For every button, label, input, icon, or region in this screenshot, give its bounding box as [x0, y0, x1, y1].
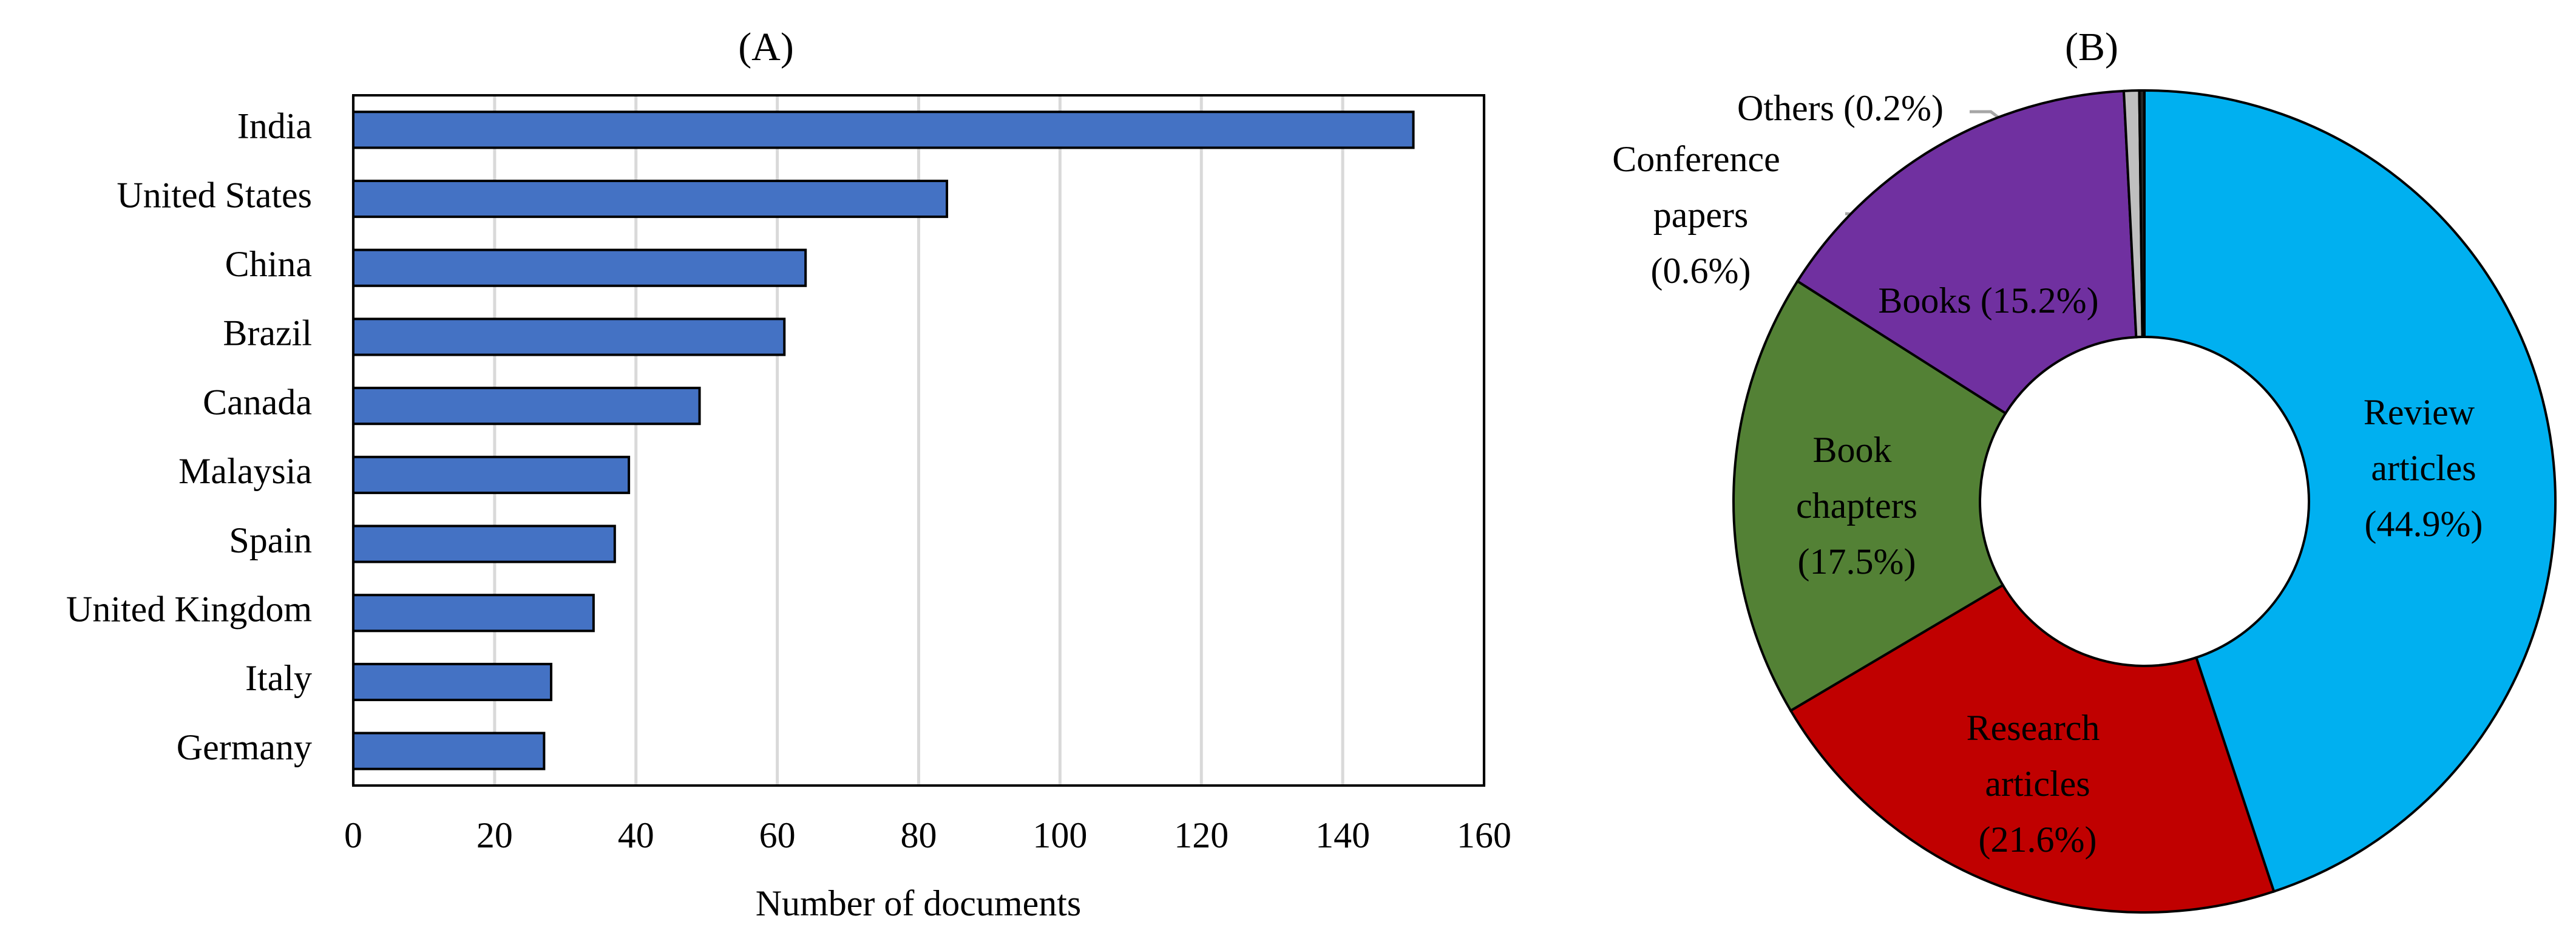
x-tick-label: 160: [1457, 815, 1511, 855]
y-tick-label: Germany: [177, 727, 312, 767]
bar: [352, 662, 553, 702]
x-tick-label: 80: [901, 815, 937, 855]
x-tick-label: 120: [1174, 815, 1229, 855]
x-tick-label: 20: [476, 815, 513, 855]
x-tick-label: 100: [1032, 815, 1087, 855]
y-tick-label: Spain: [229, 520, 312, 560]
y-tick-label: Malaysia: [178, 451, 312, 491]
y-tick-label: China: [225, 244, 312, 284]
slice-label: Others (0.2%): [1737, 88, 1944, 128]
y-tick-label: India: [237, 106, 312, 146]
slice-value-label: (17.5%): [1798, 541, 1916, 582]
slice-label: Research articles: [1967, 708, 2109, 804]
slice-value-label: (21.6%): [1979, 820, 2097, 860]
donut-slice: [2143, 89, 2557, 894]
slice-value-label: (15.2%): [1981, 280, 2099, 321]
slice-label: Books (15.2%): [1878, 280, 2098, 321]
slice-value-label: (44.9%): [2365, 504, 2483, 544]
bar: [352, 455, 631, 494]
bar: [352, 317, 786, 356]
plot-frame: [352, 94, 1485, 787]
x-tick-label: 140: [1315, 815, 1370, 855]
x-tick-label: 0: [344, 815, 362, 855]
x-tick-label: 40: [618, 815, 654, 855]
x-axis-title: Number of documents: [756, 883, 1082, 923]
x-tick-label: 60: [759, 815, 796, 855]
slice-label: Conference papers: [1612, 139, 1789, 235]
bar: [352, 524, 616, 563]
bar: [352, 110, 1415, 149]
bar: [352, 731, 546, 770]
bar: [352, 387, 701, 426]
slice-label: Review articles: [2364, 392, 2484, 488]
y-tick-label: Canada: [203, 382, 312, 422]
y-tick-label: United States: [117, 175, 312, 215]
chart-title: (B): [2065, 25, 2118, 69]
slice-value-label: (0.2%): [1843, 88, 1944, 128]
bar: [352, 594, 595, 633]
chart-title: (A): [738, 25, 794, 69]
slice-label: Book chapters: [1796, 430, 1917, 526]
y-tick-label: Italy: [245, 658, 312, 698]
donut-slice: [1732, 279, 2007, 713]
bar: [352, 248, 807, 287]
donut-slice: [1795, 89, 2138, 415]
slice-value-label: (0.6%): [1651, 251, 1751, 291]
donut-slice: [1789, 583, 2276, 914]
y-tick-label: Brazil: [223, 313, 312, 353]
bar: [352, 179, 949, 219]
y-tick-label: United Kingdom: [66, 589, 312, 630]
donut-slice: [2138, 89, 2146, 339]
